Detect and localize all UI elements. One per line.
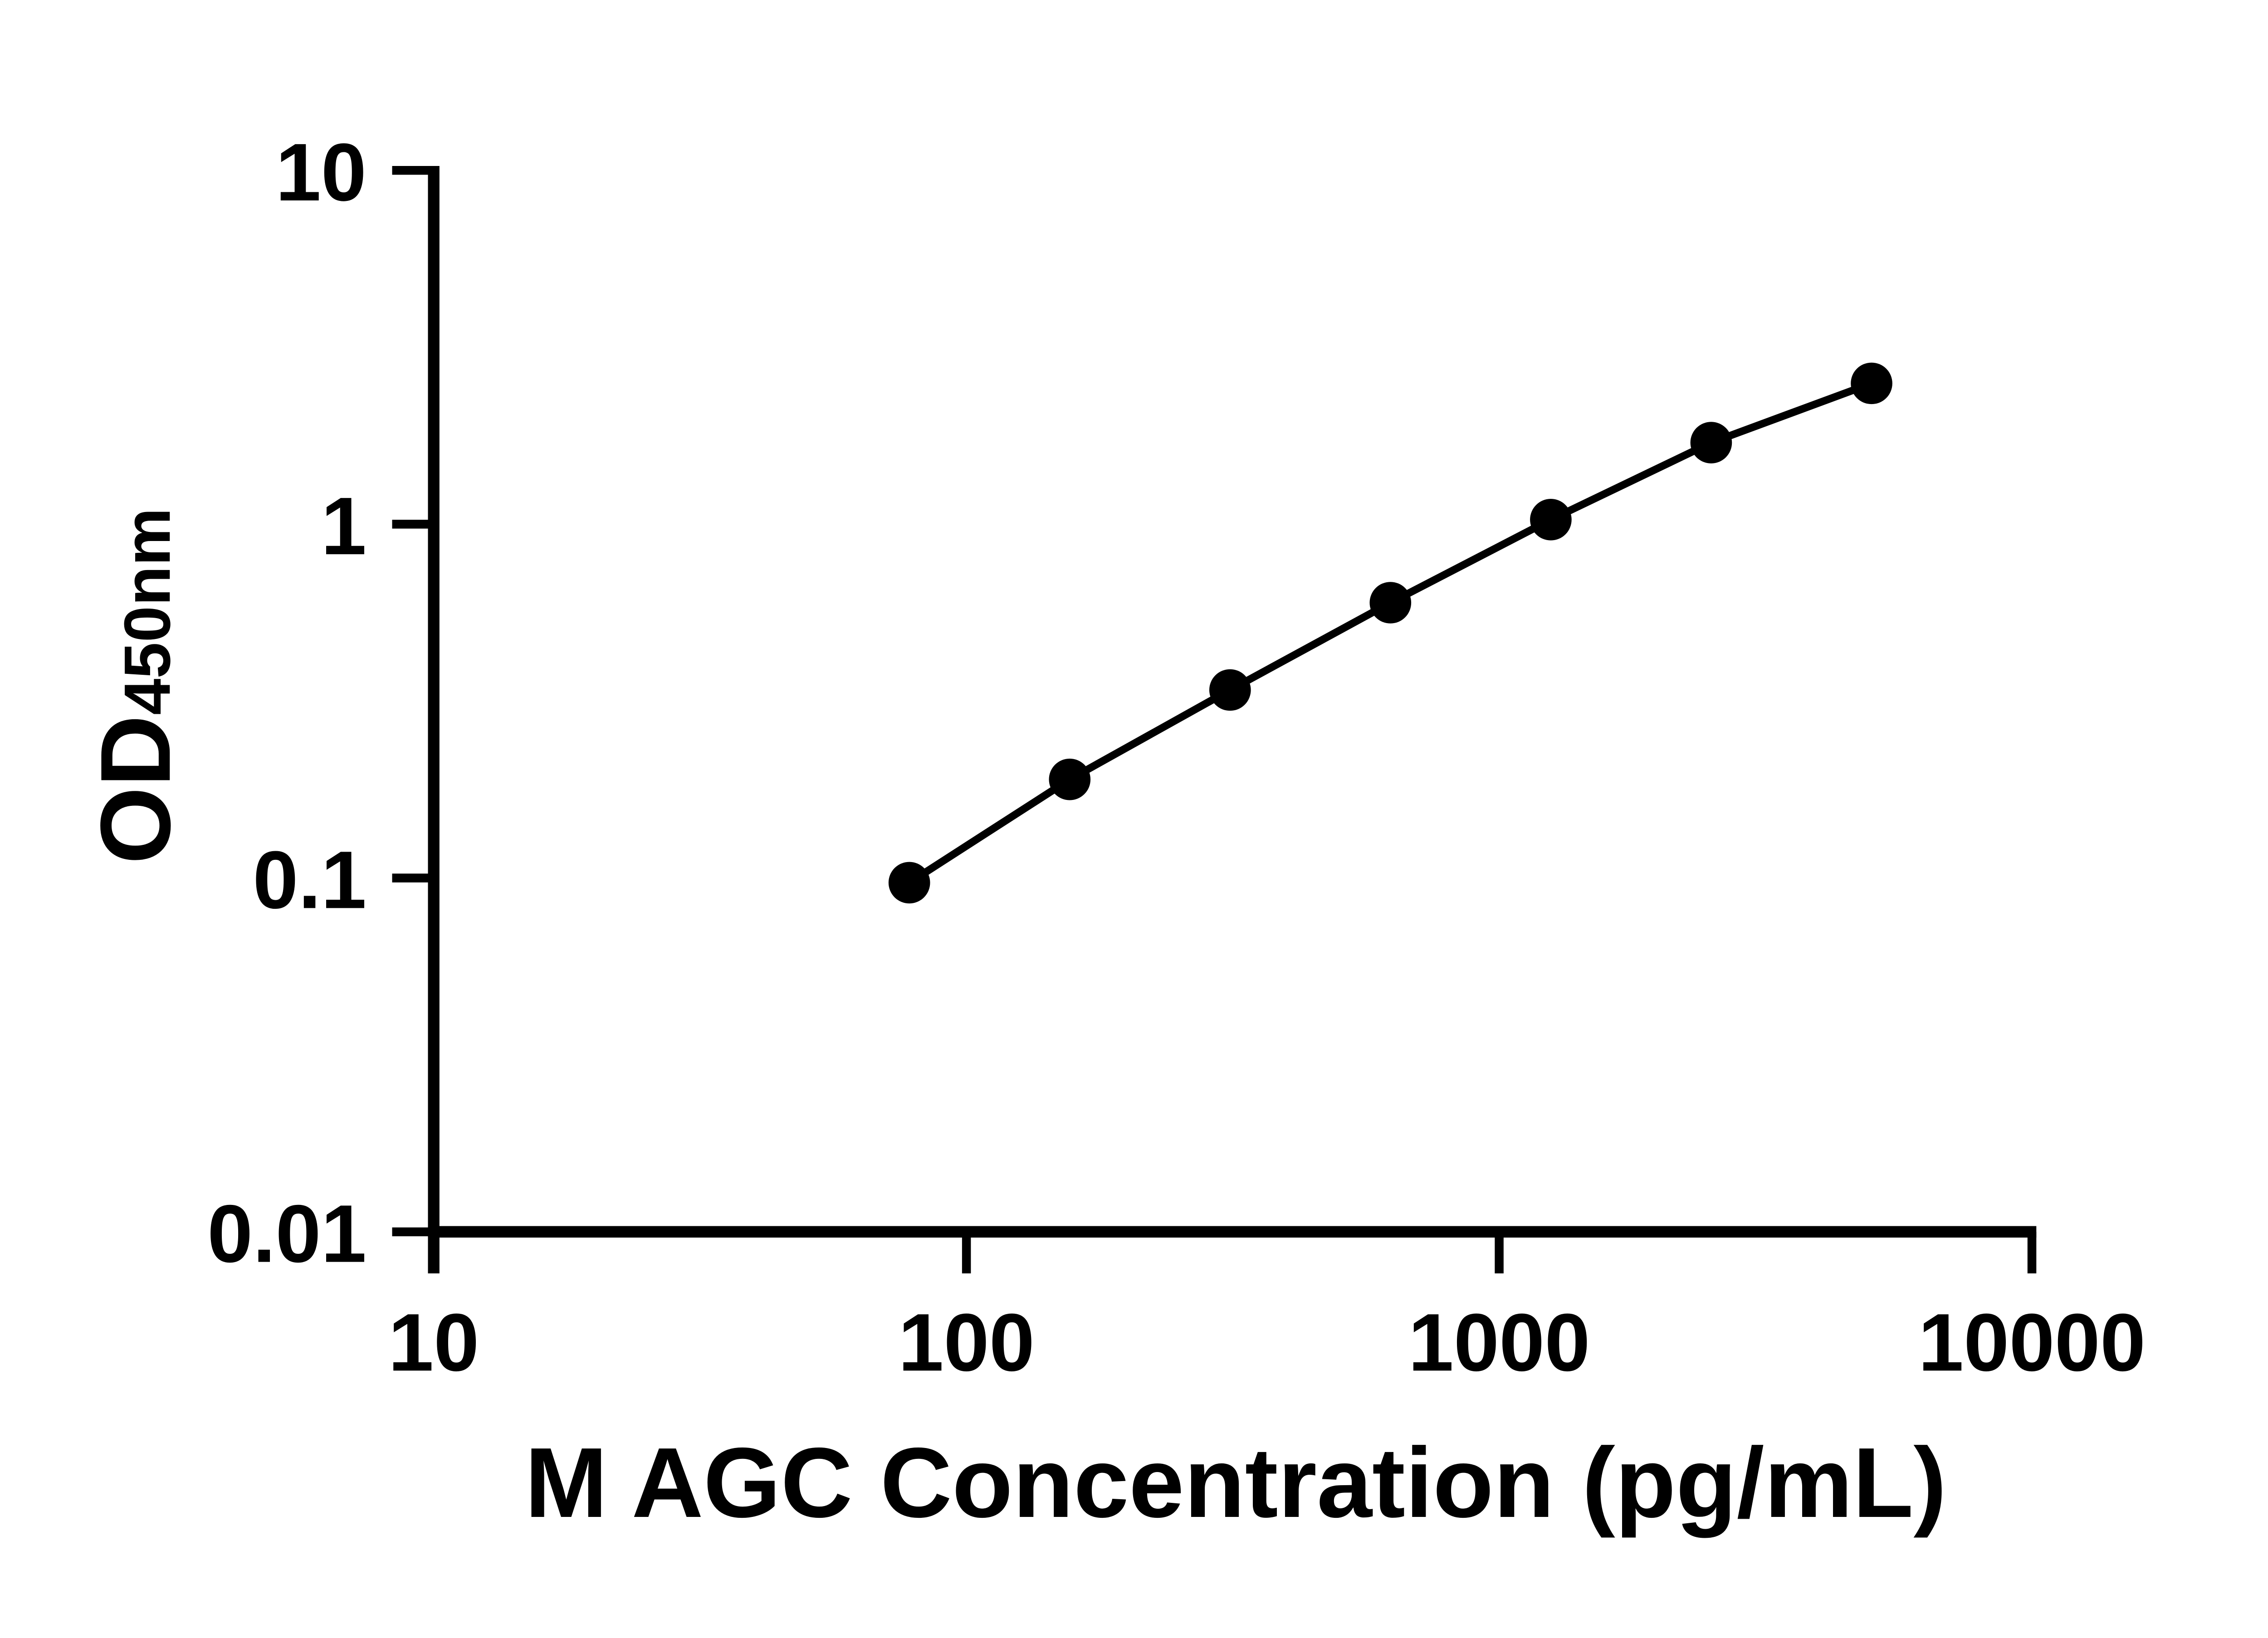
data-point	[1851, 362, 1892, 405]
y-axis-title: OD450nm	[80, 508, 191, 864]
data-point	[1049, 758, 1091, 800]
x-tick-label: 1000	[1408, 1297, 1590, 1388]
y-axis-title-subscript: 450nm	[110, 508, 184, 715]
data-point	[1369, 582, 1412, 624]
data-point	[1209, 669, 1251, 711]
x-axis-title: M AGC Concentration (pg/mL)	[525, 1427, 1947, 1538]
x-tick-label: 10000	[1918, 1297, 2146, 1388]
data-point	[888, 862, 930, 904]
y-tick-label: 0.01	[207, 1189, 367, 1280]
axes	[392, 166, 2037, 1273]
y-tick-label: 1	[321, 481, 367, 572]
y-tick-label: 0.1	[253, 834, 367, 926]
y-tick-label: 10	[275, 127, 367, 218]
data-point	[1690, 422, 1732, 463]
tick-labels: 10 100 1000 10000 0.01 0.1 1 10	[207, 127, 2146, 1388]
x-tick-label: 10	[388, 1297, 479, 1388]
data-point	[1530, 499, 1572, 541]
y-axis-title-main: OD	[80, 715, 191, 864]
data-points	[888, 362, 1892, 904]
curve-line	[905, 380, 1876, 887]
x-tick-label: 100	[898, 1297, 1035, 1388]
